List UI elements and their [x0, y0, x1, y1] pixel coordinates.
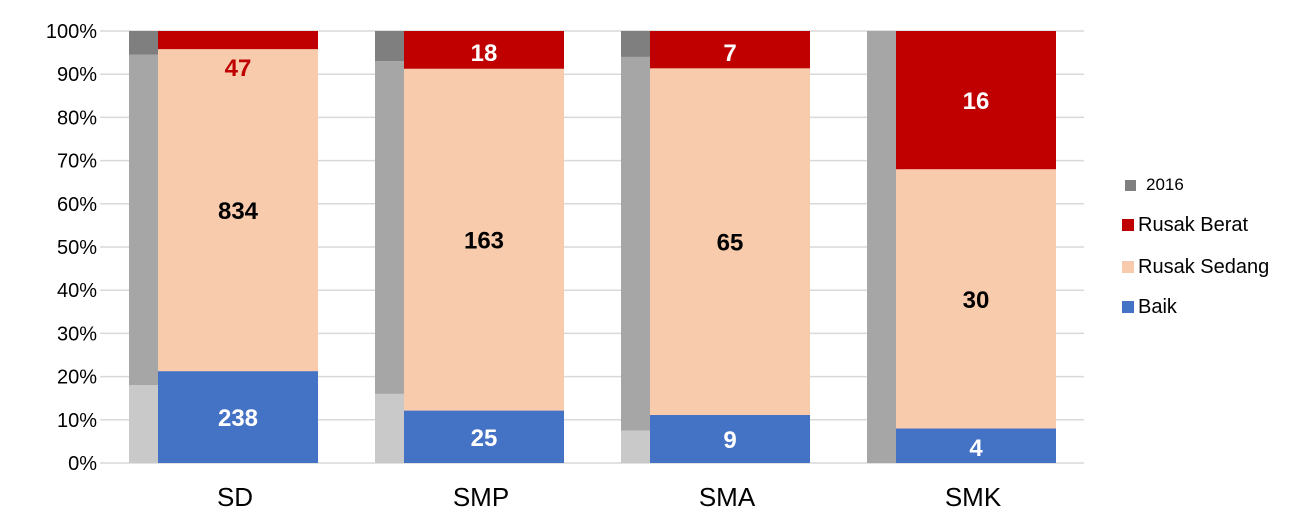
data-label: 16 — [963, 88, 990, 115]
data-label: 47 — [225, 55, 252, 82]
x-tick-label: SMP — [453, 482, 509, 512]
bar-2016-sma — [621, 430, 651, 463]
y-tick-label: 70% — [57, 151, 97, 173]
bar-baik-smk — [896, 428, 1056, 463]
bar-2016-sd — [129, 385, 159, 463]
legend-item-rusak-berat: Rusak Berat — [1122, 210, 1290, 240]
y-tick-label: 0% — [68, 453, 97, 475]
data-label: 9 — [723, 427, 736, 454]
bar-baik-sd — [158, 371, 318, 463]
y-tick-label: 60% — [57, 194, 97, 216]
legend-swatch-rusak-berat — [1122, 219, 1134, 231]
legend-swatch-rusak-sedang — [1122, 261, 1134, 273]
bar-2016-smk — [867, 31, 897, 463]
bar-baik-sma — [650, 415, 810, 463]
data-label: 25 — [471, 425, 498, 452]
legend-label-2016: 2016 — [1146, 175, 1184, 194]
legend-item-rusak-sedang: Rusak Sedang — [1122, 252, 1290, 282]
bar-rusak-sedang-smk — [896, 169, 1056, 429]
y-tick-label: 10% — [57, 410, 97, 432]
y-tick-label: 80% — [57, 107, 97, 129]
bar-2016-smp — [375, 393, 405, 463]
legend-swatch-2016 — [1125, 179, 1136, 191]
bar-rusak-berat-sma — [650, 31, 810, 69]
bar-2016-smp — [375, 31, 405, 62]
legend-item-baik: Baik — [1122, 292, 1290, 322]
legend-swatch-baik — [1122, 301, 1134, 313]
legend-label-rusak-berat: Rusak Berat — [1138, 213, 1249, 236]
data-label: 4 — [969, 435, 983, 462]
legend-label-rusak-sedang: Rusak Sedang — [1138, 255, 1270, 278]
legend-item-2016: 2016 — [1122, 170, 1290, 200]
data-label: 834 — [218, 198, 259, 225]
y-tick-label: 50% — [57, 237, 97, 259]
bar-rusak-sedang-smp — [404, 68, 564, 411]
data-label: 163 — [464, 228, 504, 255]
stacked-bar-chart: 0% 10% 20% 30% 40% 50% 60% 70% 80% 90% 100% 238 834 4… — [46, 21, 1084, 512]
bar-rusak-berat-sd — [158, 31, 318, 50]
bar-2016-sma — [621, 31, 651, 57]
data-label: 238 — [218, 405, 258, 432]
chart-legend: 2016 Rusak Berat Rusak Sedang Baik — [1122, 170, 1290, 322]
data-label: 7 — [723, 40, 736, 67]
x-tick-label: SMA — [699, 482, 756, 512]
data-label: 18 — [471, 40, 498, 67]
bar-2016-sd — [129, 31, 159, 55]
bar-2016-sd — [129, 54, 159, 386]
bar-rusak-berat-smp — [404, 31, 564, 69]
bar-rusak-sedang-sd — [158, 49, 318, 372]
x-tick-label: SMK — [945, 482, 1002, 512]
bar-rusak-berat-smk — [896, 31, 1056, 170]
data-label: 65 — [717, 230, 744, 257]
bar-2016-sma — [621, 56, 651, 431]
data-label: 30 — [963, 287, 990, 314]
bar-baik-smp — [404, 410, 564, 463]
bar-rusak-sedang-sma — [650, 68, 810, 415]
y-tick-label: 40% — [57, 280, 97, 302]
y-tick-label: 30% — [57, 323, 97, 345]
legend-label-baik: Baik — [1138, 295, 1177, 318]
y-tick-label: 100% — [46, 21, 97, 43]
x-tick-label: SD — [217, 482, 253, 512]
bar-2016-smp — [375, 61, 405, 394]
y-tick-label: 90% — [57, 64, 97, 86]
y-tick-label: 20% — [57, 367, 97, 389]
